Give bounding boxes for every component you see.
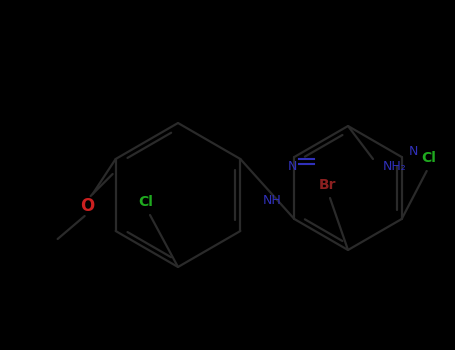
Text: Br: Br	[319, 178, 337, 192]
Text: N: N	[409, 146, 419, 159]
Text: NH: NH	[263, 195, 282, 208]
Text: Cl: Cl	[139, 195, 153, 209]
Text: O: O	[81, 197, 95, 215]
Text: Cl: Cl	[421, 151, 436, 165]
Text: N: N	[288, 161, 297, 174]
Text: NH₂: NH₂	[383, 160, 407, 173]
